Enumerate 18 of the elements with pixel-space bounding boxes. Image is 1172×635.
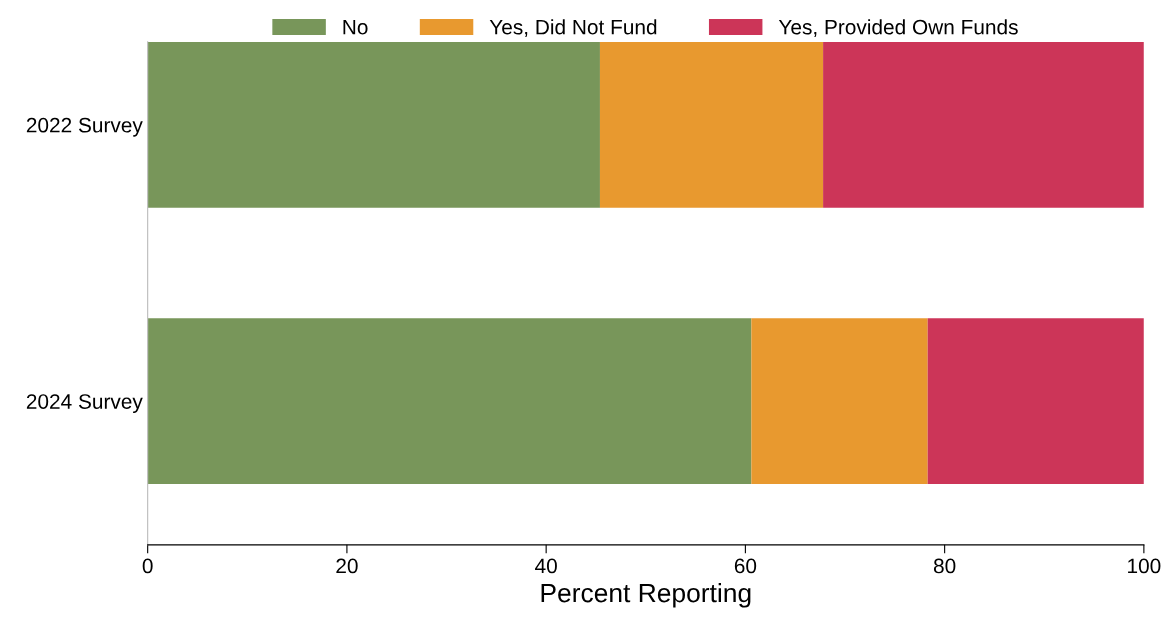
x-tick-label: 40	[535, 558, 557, 574]
bar	[599, 41, 824, 208]
bar	[927, 318, 1144, 485]
legend-label: No	[343, 19, 368, 35]
bar	[751, 318, 928, 485]
y-tick-label: 2022 Survey	[26, 117, 143, 137]
legend-label: Yes, Did Not Fund	[489, 19, 657, 37]
legend-label: Yes, Provided Own Funds	[778, 19, 1018, 37]
bar	[147, 318, 752, 485]
x-axis-title: Percent Reporting	[541, 583, 751, 608]
x-tick-label: 60	[734, 558, 757, 574]
x-tick-label: 20	[336, 558, 358, 574]
x-tick-label: 80	[933, 558, 956, 574]
x-tick-label: 0	[142, 558, 153, 574]
y-tick-label: 2024 Survey	[26, 394, 143, 414]
bar	[823, 41, 1144, 208]
x-tick-label: 100	[1128, 558, 1161, 574]
bar	[147, 41, 600, 208]
